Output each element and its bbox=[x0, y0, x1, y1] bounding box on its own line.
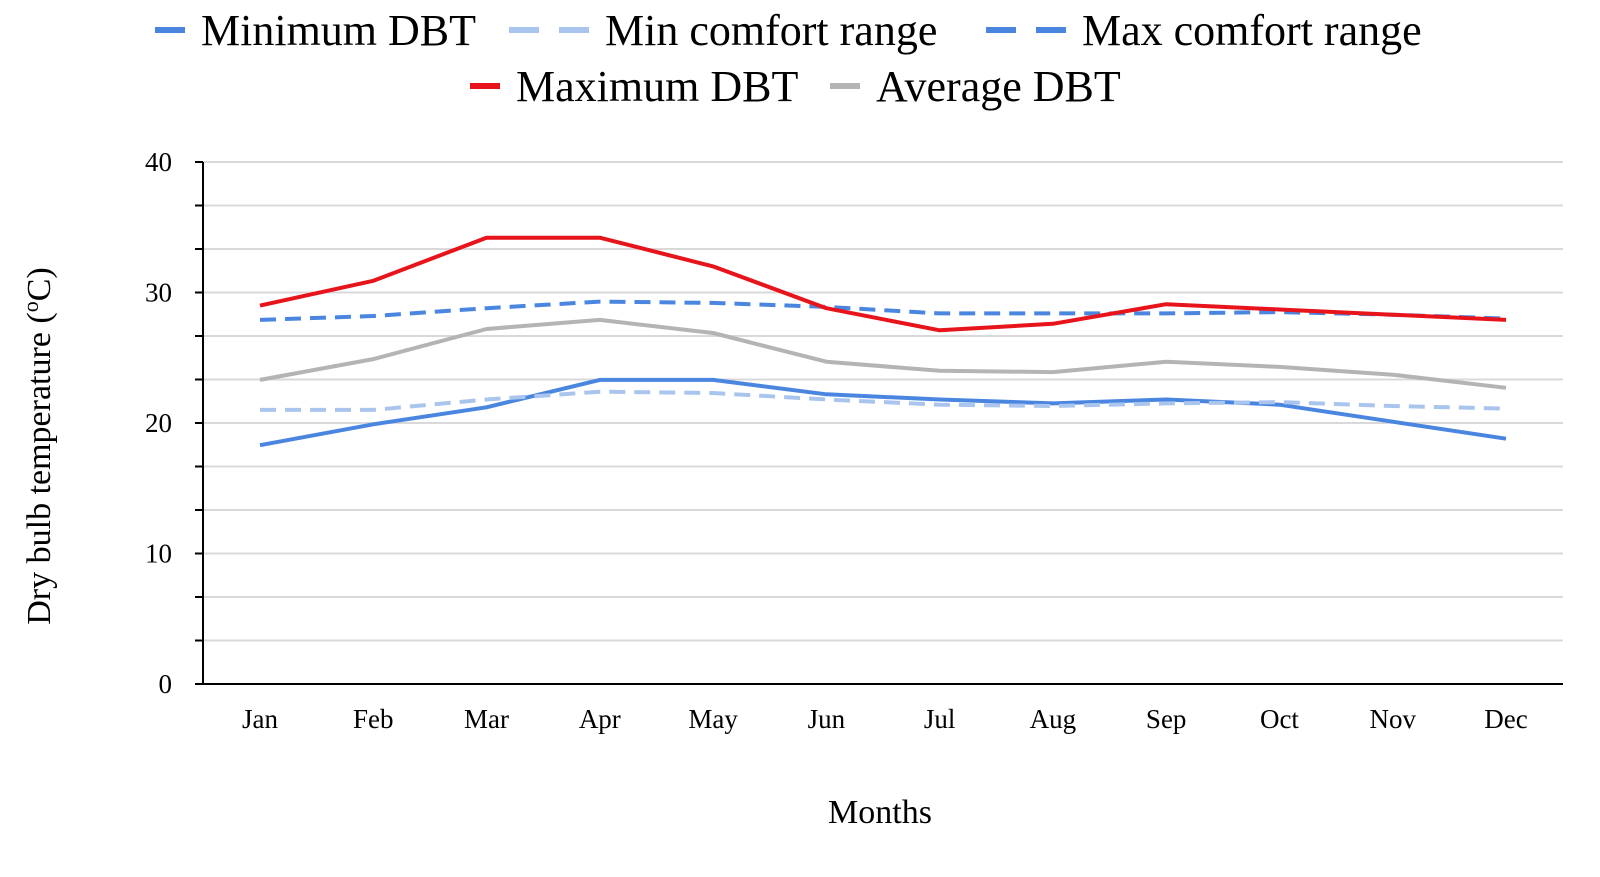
series-line-maximum-dbt bbox=[259, 235, 1507, 333]
y-tick-label: 0 bbox=[159, 669, 173, 699]
axes bbox=[195, 161, 1563, 685]
series-line-average-dbt bbox=[259, 317, 1507, 390]
legend-label-max-comfort-range: Max comfort range bbox=[1082, 6, 1422, 55]
x-tick-label: May bbox=[688, 704, 738, 734]
x-tick-label: Sep bbox=[1146, 704, 1187, 734]
x-tick-label: Oct bbox=[1260, 704, 1299, 734]
legend-label-average-dbt: Average DBT bbox=[876, 62, 1121, 111]
x-axis-title: Months bbox=[828, 794, 932, 831]
series-lines bbox=[259, 235, 1507, 448]
y-tick-label: 40 bbox=[145, 147, 172, 177]
x-tick-label: Jan bbox=[242, 704, 278, 734]
series-line-min-comfort-range bbox=[260, 389, 1507, 412]
legend-label-minimum-dbt: Minimum DBT bbox=[201, 6, 476, 55]
x-tick-label: Feb bbox=[353, 704, 394, 734]
x-tick-label: Mar bbox=[464, 704, 509, 734]
y-tick-labels: 0 10 20 30 40 bbox=[145, 147, 172, 699]
x-tick-label: Nov bbox=[1369, 704, 1416, 734]
x-tick-label: Apr bbox=[579, 704, 621, 734]
x-tick-labels: Jan Feb Mar Apr May Jun Jul Aug Sep Oct Nov Dec bbox=[242, 704, 1528, 734]
legend-label-maximum-dbt: Maximum DBT bbox=[516, 62, 798, 111]
series-line-max-comfort-range bbox=[259, 299, 1507, 322]
series-line-minimum-dbt bbox=[259, 377, 1507, 448]
x-tick-label: Jun bbox=[808, 704, 846, 734]
legend: Minimum DBT Min comfort range Max comfort … bbox=[155, 6, 1422, 111]
y-tick-label: 30 bbox=[145, 278, 172, 308]
x-tick-label: Dec bbox=[1484, 704, 1527, 734]
legend-label-min-comfort-range: Min comfort range bbox=[605, 6, 937, 55]
x-tick-label: Aug bbox=[1030, 704, 1077, 734]
x-tick-label: Jul bbox=[924, 704, 956, 734]
y-axis-title: Dry bulb temperature (oC) bbox=[18, 267, 59, 625]
gridlines bbox=[203, 161, 1563, 642]
y-tick-label: 20 bbox=[145, 408, 172, 438]
y-tick-label: 10 bbox=[145, 539, 172, 569]
